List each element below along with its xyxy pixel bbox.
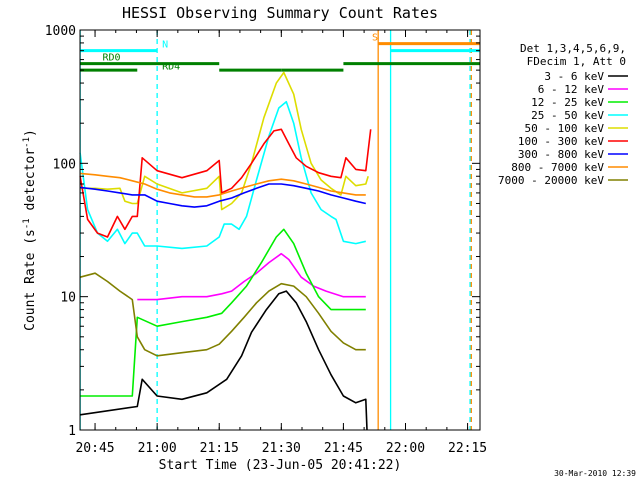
y-label-part3: ) (23, 129, 38, 137)
series-line-4 (80, 71, 369, 211)
series-line-0 (79, 290, 368, 431)
series-line-2 (80, 228, 366, 397)
annotation-rd4: RD4 (162, 62, 180, 73)
legend-label-7: 800 - 7000 keV (511, 161, 604, 174)
legend-header-detectors: Det 1,3,4,5,6,9, (520, 42, 626, 55)
y-label-sup2: -1 (22, 137, 32, 148)
legend-label-4: 50 - 100 keV (525, 122, 605, 135)
y-tick-label-2: 100 (53, 157, 76, 172)
annotation-s: S (372, 33, 378, 44)
x-tick-label-5: 22:00 (386, 441, 425, 456)
legend-label-3: 25 - 50 keV (531, 109, 604, 122)
y-tick-label-0: 1 (68, 424, 76, 439)
x-tick-label-2: 21:15 (200, 441, 239, 456)
y-label-part2: detector (23, 148, 38, 219)
series-line-6 (80, 183, 366, 208)
y-tick-label-3: 1000 (45, 24, 76, 39)
legend-label-6: 300 - 800 keV (518, 148, 604, 161)
x-axis-label: Start Time (23-Jun-05 20:41:22) (159, 458, 402, 473)
x-tick-label-0: 20:45 (75, 441, 114, 456)
series-line-1 (137, 252, 366, 301)
x-tick-label-1: 21:00 (138, 441, 177, 456)
chart-title: HESSI Observing Summary Count Rates (122, 4, 438, 22)
x-tick-label-6: 22:15 (448, 441, 487, 456)
y-axis-label: Count Rate (s-1 detector-1) (22, 129, 38, 331)
legend-label-0: 3 - 6 keV (544, 70, 604, 83)
x-tick-label-4: 21:45 (324, 441, 363, 456)
series-line-7 (80, 172, 366, 198)
series-line-8 (79, 272, 366, 357)
annotation-n: N (162, 40, 168, 51)
legend-header-fdecim: FDecim 1, Att 0 (527, 55, 626, 68)
y-label-sup1: -1 (22, 218, 32, 229)
series-line-3 (79, 100, 366, 250)
plot-frame (79, 29, 481, 431)
legend-label-2: 12 - 25 keV (531, 96, 604, 109)
legend-label-8: 7000 - 20000 keV (498, 174, 604, 187)
y-tick-label-1: 10 (60, 291, 76, 306)
legend-label-5: 100 - 300 keV (518, 135, 604, 148)
plot-area: RD0 N RD4 S (79, 30, 480, 431)
legend-label-1: 6 - 12 keV (538, 83, 605, 96)
annotation-rd0: RD0 (103, 53, 121, 64)
x-axis: 20:45 21:00 21:15 21:30 21:45 22:00 22:15 (75, 30, 487, 456)
legend: Det 1,3,4,5,6,9, FDecim 1, Att 0 3 - 6 k… (498, 42, 628, 187)
y-axis: 1 10 100 1000 (45, 24, 480, 439)
footer-timestamp: 30-Mar-2010 12:39 (554, 469, 636, 478)
series-line-5 (79, 128, 372, 238)
x-tick-label-3: 21:30 (262, 441, 301, 456)
y-label-part1: Count Rate (s (23, 229, 38, 331)
